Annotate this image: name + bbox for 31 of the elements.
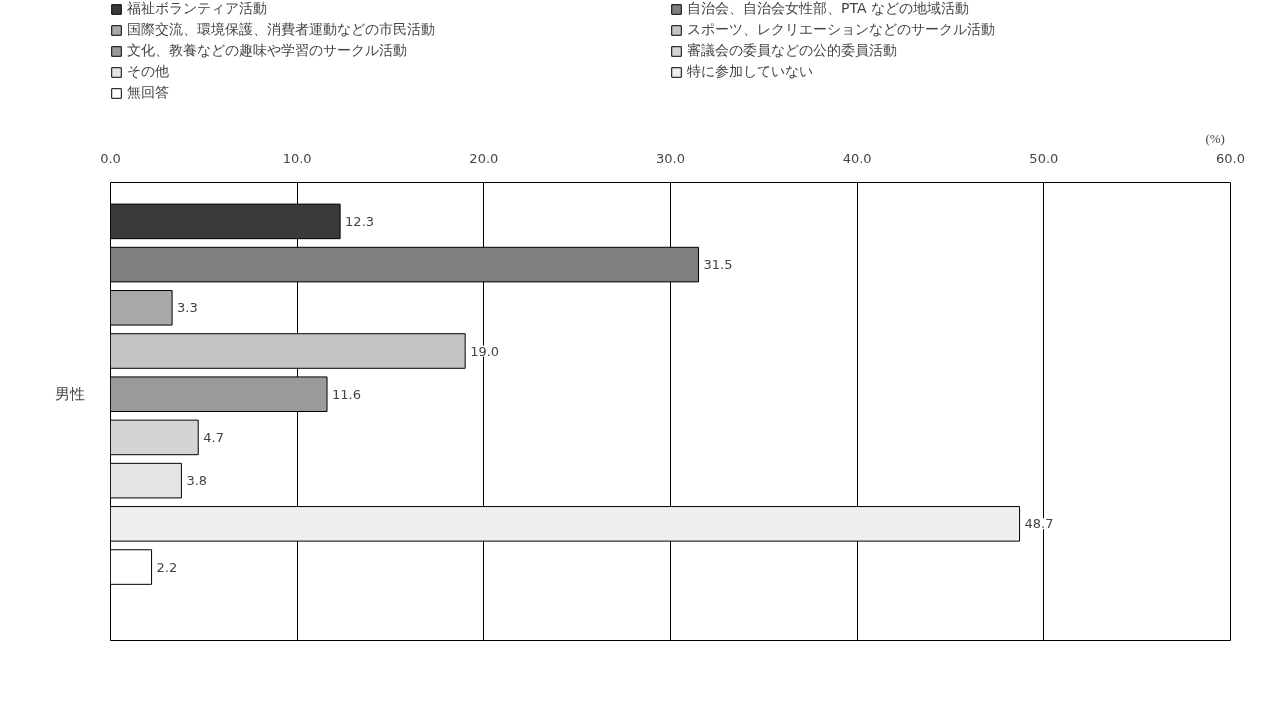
legend-label: 特に参加していない <box>687 63 814 81</box>
bar <box>110 462 182 499</box>
data-label: 19.0 <box>470 343 500 359</box>
legend-label: その他 <box>127 63 170 81</box>
legend-label: 国際交流、環境保護、消費者運動などの市民活動 <box>127 21 436 39</box>
x-tick-label: 30.0 <box>656 150 685 166</box>
x-axis-title: (%) <box>1205 131 1225 146</box>
y-tick-label: 男性 <box>54 385 85 404</box>
bar <box>110 419 199 456</box>
data-label: 2.2 <box>156 559 178 575</box>
legend-label: 無回答 <box>127 84 170 102</box>
data-label: 12.3 <box>345 213 375 229</box>
legend-label: 自治会、自治会女性部、PTA などの地域活動 <box>687 0 970 18</box>
data-label: 3.3 <box>177 300 198 316</box>
x-tick-label: 10.0 <box>282 150 312 166</box>
legend-label: 文化、教養などの趣味や学習のサークル活動 <box>127 42 408 60</box>
legend-label: 福祉ボランティア活動 <box>127 0 268 18</box>
x-tick-label: 20.0 <box>469 150 499 166</box>
legend-label: スポーツ、レクリエーションなどのサークル活動 <box>687 21 996 39</box>
x-tick-label: 60.0 <box>1216 150 1245 166</box>
data-label: 3.8 <box>186 473 208 489</box>
x-tick-label: 50.0 <box>1029 150 1059 166</box>
data-label: 48.7 <box>1024 516 1054 532</box>
x-tick-label: 40.0 <box>842 150 872 166</box>
data-label: 4.7 <box>203 429 224 445</box>
data-label: 11.6 <box>332 386 361 402</box>
bar <box>110 290 173 326</box>
x-tick-label: 0.0 <box>100 150 121 166</box>
legend-label: 審議会の委員などの公的委員活動 <box>687 42 898 60</box>
data-label: 31.5 <box>703 257 733 273</box>
bar <box>110 549 153 585</box>
